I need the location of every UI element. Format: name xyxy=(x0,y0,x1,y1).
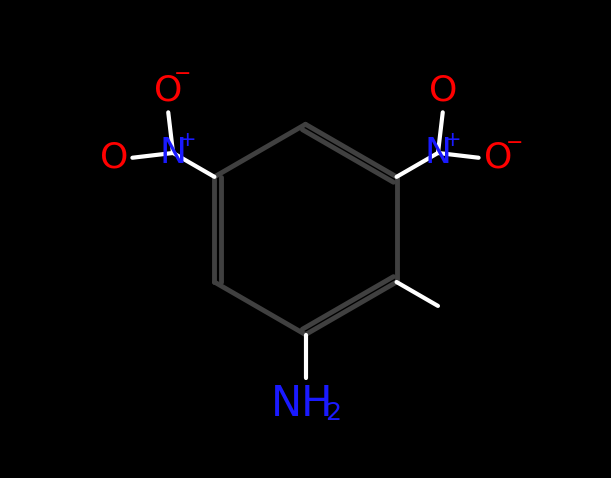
Text: O: O xyxy=(428,74,457,108)
Text: O: O xyxy=(483,141,512,175)
Text: +: + xyxy=(444,130,461,150)
Text: −: − xyxy=(506,133,523,153)
Text: +: + xyxy=(178,130,196,150)
Text: O: O xyxy=(100,141,128,175)
Text: 2: 2 xyxy=(325,402,341,425)
Text: NH: NH xyxy=(271,383,333,425)
Text: O: O xyxy=(154,74,183,108)
Text: N: N xyxy=(159,136,186,170)
Text: N: N xyxy=(425,136,452,170)
Text: −: − xyxy=(174,64,191,84)
